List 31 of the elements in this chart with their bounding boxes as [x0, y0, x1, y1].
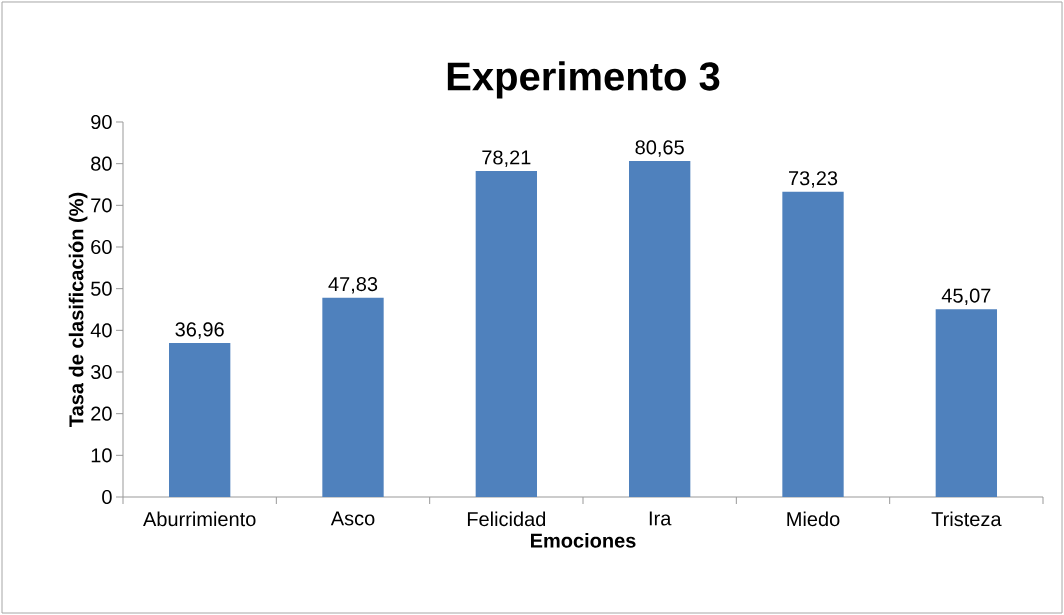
y-tick-label: 70 — [91, 198, 112, 213]
x-tick-label: Asco — [330, 511, 375, 526]
bar — [629, 160, 691, 497]
data-label: 73,23 — [789, 171, 838, 188]
y-tick-label: 40 — [90, 323, 112, 338]
data-label: 47,83 — [328, 276, 378, 294]
data-label: 45,07 — [941, 288, 991, 306]
chart-title: Experimento 3 — [447, 61, 720, 99]
data-label: 36,96 — [175, 322, 224, 339]
bar — [935, 309, 998, 497]
data-label: 78,21 — [482, 150, 531, 167]
data-label: 80,65 — [635, 140, 684, 157]
x-tick-label: Ira — [649, 511, 672, 526]
y-tick-label: 20 — [91, 406, 112, 421]
bar — [782, 191, 844, 497]
y-tick-label: 10 — [91, 448, 112, 463]
x-tick-label: Aburrimiento — [143, 511, 256, 527]
y-tick-label: 60 — [91, 239, 112, 255]
y-tick-label: 80 — [91, 156, 112, 171]
y-tick-label: 0 — [102, 489, 112, 505]
x-axis-title: Emociones — [531, 533, 636, 548]
y-tick-label: 30 — [91, 364, 112, 380]
y-axis-title: Tasa de clasificación (%) — [68, 192, 88, 427]
x-tick-label: Miedo — [787, 511, 840, 527]
bar — [322, 297, 384, 497]
bar — [475, 171, 537, 497]
x-tick-label: Tristeza — [931, 511, 1002, 527]
y-tick-label: 50 — [91, 281, 112, 296]
x-tick-label: Felicidad — [467, 511, 546, 527]
y-tick-label: 90 — [91, 114, 112, 130]
bar — [169, 343, 231, 497]
